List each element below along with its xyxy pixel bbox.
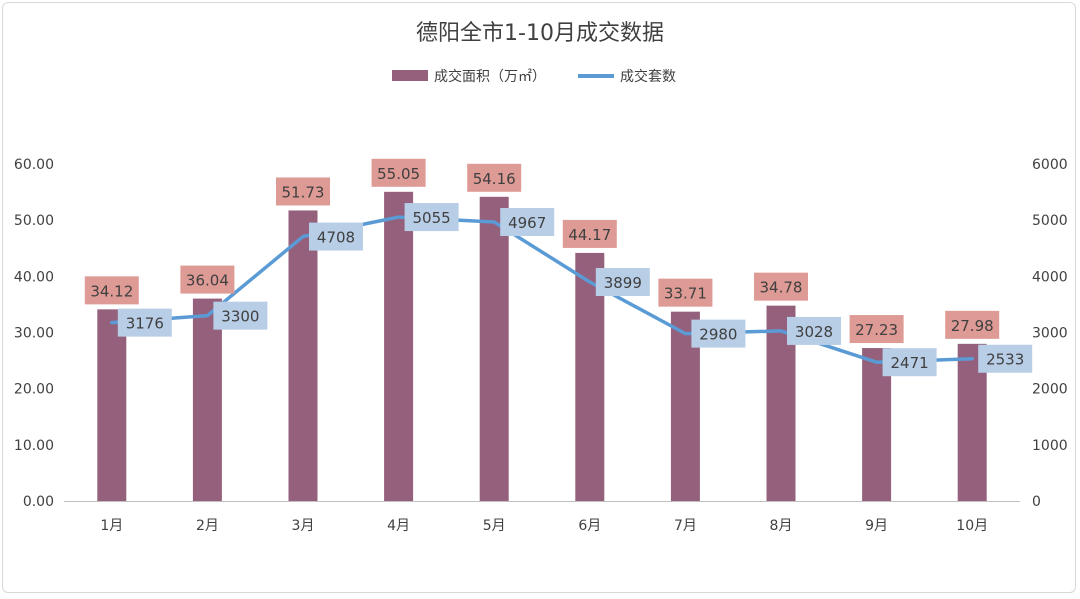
y-right-tick-label: 3000 (1032, 326, 1068, 342)
line-label-box (500, 208, 555, 237)
line-data-label: 2471 (891, 354, 929, 372)
bar-series (97, 191, 987, 502)
bar-label-box (84, 276, 139, 305)
y-left-tick-label: 20.00 (14, 382, 54, 398)
bar-label-box (945, 310, 1000, 339)
x-tick-label: 2月 (196, 518, 219, 534)
line-data-label: 2533 (986, 351, 1024, 369)
legend: 成交面积（万㎡） 成交套数 (392, 68, 676, 85)
bar-data-label: 34.78 (760, 279, 803, 297)
x-tick-label: 9月 (865, 518, 888, 534)
line-label-box (404, 203, 459, 232)
line-point (492, 220, 496, 224)
line-data-label: 3899 (604, 274, 642, 292)
line-point (301, 235, 305, 239)
line-data-label: 3300 (221, 308, 259, 326)
bar-data-label: 34.12 (90, 282, 133, 300)
y-right-tick-label: 5000 (1032, 213, 1068, 229)
line-data-label: 5055 (413, 209, 451, 227)
line-label-box (309, 222, 363, 251)
line-data-label: 4967 (508, 214, 546, 232)
x-tick-label: 6月 (578, 518, 601, 534)
bar-label-box (180, 265, 235, 294)
bar-label-box (658, 278, 713, 307)
y-left-tick-label: 60.00 (14, 157, 54, 173)
legend-line-label: 成交套数 (620, 68, 676, 85)
y-left-tick-label: 50.00 (14, 213, 54, 229)
bar-label-box (467, 163, 522, 192)
x-tick-label: 4月 (387, 518, 410, 534)
legend-bar-swatch (392, 70, 428, 81)
y-right-tick-label: 4000 (1032, 269, 1068, 285)
x-tick-label: 10月 (956, 518, 988, 534)
bar-data-label: 54.16 (473, 170, 516, 188)
bar-label-box (371, 158, 426, 187)
bar (384, 191, 414, 502)
y-left-tick-label: 10.00 (14, 438, 54, 454)
axes: 0.00 10.00 20.00 30.00 40.00 50.00 60.00 0 1000 2… (14, 157, 1068, 534)
line-label-box (691, 319, 746, 348)
bar (288, 210, 318, 501)
bar-label-box (754, 272, 808, 301)
line-label-box (978, 344, 1033, 373)
bar (97, 309, 127, 501)
line-label-box (787, 316, 841, 345)
x-tick-label: 7月 (674, 518, 697, 534)
line-series (110, 215, 974, 364)
line-point (875, 360, 879, 364)
data-labels: 34.12 36.04 51.73 55.05 54.16 44.17 33.71 34.78… (84, 158, 1033, 377)
bar-data-label: 55.05 (377, 165, 420, 183)
y-left-tick-label: 40.00 (14, 269, 54, 285)
line-point (397, 215, 401, 219)
line-path (110, 215, 974, 364)
bar-data-label: 27.98 (951, 317, 994, 335)
line-data-label: 4708 (317, 229, 355, 247)
legend-bar-label: 成交面积（万㎡） (434, 68, 546, 85)
bar-data-label: 27.23 (855, 321, 898, 339)
line-label-box (117, 308, 172, 337)
line-label-box (595, 268, 650, 297)
bar-data-label: 51.73 (282, 183, 325, 201)
x-tick-label: 8月 (770, 518, 793, 534)
x-tick-label: 3月 (292, 518, 315, 534)
line-point (683, 332, 687, 336)
bar-label-box (276, 177, 330, 206)
bar-label-box (849, 315, 904, 344)
line-label-box (882, 348, 937, 377)
y-left-tick-label: 0.00 (23, 494, 54, 510)
y-left-tick-label: 30.00 (14, 326, 54, 342)
x-tick-label: 5月 (483, 518, 506, 534)
line-point (779, 329, 783, 333)
y-right-tick-label: 0 (1032, 494, 1041, 510)
y-right-tick-label: 2000 (1032, 382, 1068, 398)
bar (479, 196, 509, 501)
bar (192, 298, 222, 501)
line-point (205, 314, 209, 318)
line-data-label: 3028 (795, 323, 833, 341)
line-point (970, 357, 974, 361)
y-right-tick-label: 1000 (1032, 438, 1068, 454)
line-data-label: 2980 (699, 326, 737, 344)
chart-title: 德阳全市1-10月成交数据 (416, 21, 664, 46)
line-data-label: 3176 (126, 315, 164, 333)
line-point (110, 321, 114, 325)
line-label-box (213, 301, 268, 330)
y-right-tick-label: 6000 (1032, 157, 1068, 173)
line-point (588, 280, 592, 284)
bar-data-label: 44.17 (568, 226, 611, 244)
bar-data-label: 36.04 (186, 272, 229, 290)
x-tick-label: 1月 (100, 518, 123, 534)
bar-data-label: 33.71 (664, 285, 707, 303)
bar-label-box (562, 219, 617, 248)
